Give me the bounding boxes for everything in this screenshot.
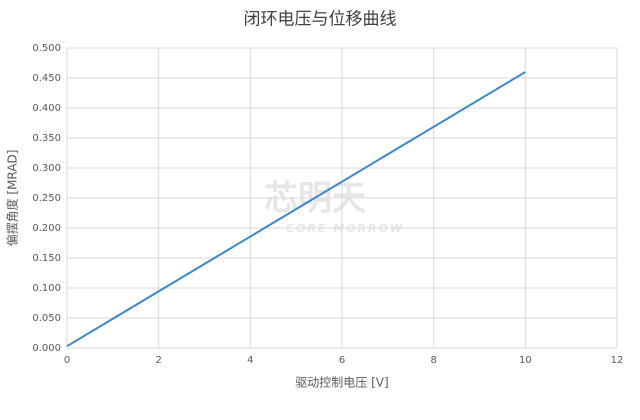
y-tick-label: 0.000	[32, 343, 61, 354]
y-tick-label: 0.300	[32, 163, 61, 174]
y-axis-label: 偏摆角度 [MRAD]	[5, 150, 20, 247]
y-tick-label: 0.350	[32, 133, 61, 144]
x-tick-label: 4	[247, 355, 253, 366]
y-tick-label: 0.250	[32, 193, 61, 204]
y-tick-label: 0.450	[32, 73, 61, 84]
x-tick-label: 0	[64, 355, 70, 366]
y-tick-label: 0.150	[32, 253, 61, 264]
x-tick-label: 10	[519, 355, 532, 366]
y-tick-label: 0.400	[32, 103, 61, 114]
y-tick-label: 0.200	[32, 223, 61, 234]
x-tick-label: 2	[155, 355, 161, 366]
x-tick-label: 6	[339, 355, 345, 366]
y-tick-label: 0.050	[32, 313, 61, 324]
x-axis-label: 驱动控制电压 [V]	[295, 376, 388, 390]
chart-title: 闭环电压与位移曲线	[244, 10, 397, 30]
y-tick-label: 0.500	[32, 43, 61, 54]
data-line	[66, 71, 526, 348]
y-tick-label: 0.100	[32, 283, 61, 294]
x-tick-label: 12	[611, 355, 624, 366]
x-tick-label: 8	[430, 355, 436, 366]
